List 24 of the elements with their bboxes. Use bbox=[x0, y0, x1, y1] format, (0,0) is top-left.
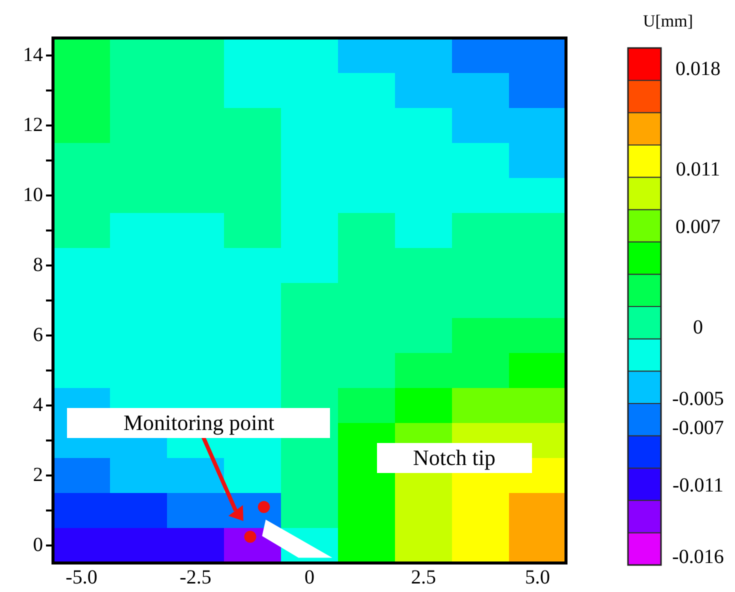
annotation: Monitoring point bbox=[123, 410, 274, 436]
color-bar-label: 0.011 bbox=[676, 158, 720, 180]
y-tick-label: 10 bbox=[23, 184, 43, 206]
color-bar-label: -0.011 bbox=[672, 474, 724, 496]
y-tick-label: 14 bbox=[23, 44, 43, 66]
color-bar-label: 0 bbox=[693, 316, 703, 338]
y-tick-label: 2 bbox=[33, 464, 43, 486]
y-tick-label: 0 bbox=[33, 534, 43, 556]
y-tick-label: 4 bbox=[33, 394, 43, 416]
x-tick-label: -2.5 bbox=[180, 566, 212, 588]
color-bar-label: -0.007 bbox=[672, 416, 724, 439]
color-bar-label: -0.005 bbox=[672, 388, 724, 410]
color-bar-label: 0.018 bbox=[676, 58, 720, 80]
annotation: Notch tip bbox=[413, 444, 496, 471]
y-tick-label: 8 bbox=[33, 254, 43, 276]
x-tick-label: 5.0 bbox=[525, 566, 550, 588]
x-tick-label: 0 bbox=[304, 566, 314, 588]
x-tick-label: 2.5 bbox=[411, 566, 436, 588]
y-tick-label: 12 bbox=[23, 114, 43, 136]
x-tick-label: -5.0 bbox=[66, 566, 98, 588]
color-bar-label: 0.007 bbox=[676, 216, 720, 238]
y-tick-label: 6 bbox=[33, 324, 43, 346]
color-bar-title: U[mm] bbox=[642, 11, 694, 30]
color-bar-label: -0.016 bbox=[672, 546, 724, 568]
